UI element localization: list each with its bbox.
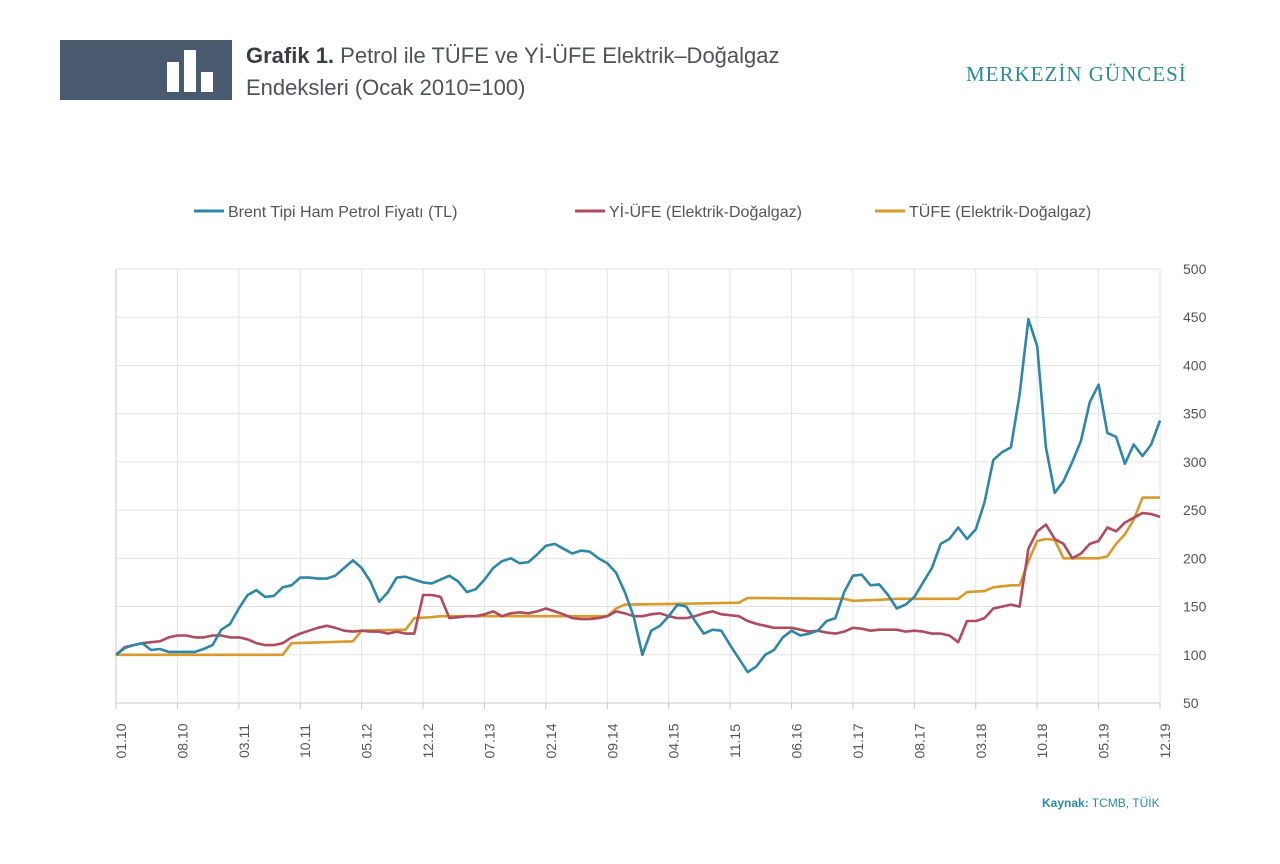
- source-label: Kaynak:: [1042, 796, 1089, 810]
- y-tick-label: 450: [1183, 309, 1207, 325]
- chart-title: Grafik 1. Petrol ile TÜFE ve Yİ-ÜFE Elek…: [246, 40, 906, 104]
- x-tick-label: 11.15: [727, 724, 743, 758]
- x-tick-label: 01.17: [850, 723, 866, 758]
- x-tick-label: 03.11: [236, 724, 252, 758]
- x-tick-label: 01.10: [113, 723, 129, 758]
- x-tick-label: 12.12: [420, 723, 436, 758]
- bar-chart-icon: [167, 50, 213, 92]
- y-tick-label: 100: [1183, 647, 1207, 663]
- series-line-0: [115, 317, 1162, 674]
- source-text: TCMB, TÜİK: [1088, 796, 1160, 810]
- y-tick-label: 350: [1183, 406, 1207, 422]
- title-line2: Endeksleri (Ocak 2010=100): [246, 75, 526, 100]
- legend-label-1: Yİ-ÜFE (Elektrik-Doğalgaz): [609, 202, 802, 221]
- x-tick-label: 06.16: [789, 723, 805, 758]
- y-tick-label: 400: [1183, 357, 1207, 373]
- y-tick-label: 500: [1183, 261, 1207, 277]
- x-tick-label: 12.19: [1157, 723, 1173, 758]
- title-lead: Grafik 1.: [246, 43, 335, 68]
- series-line-2: [116, 496, 1160, 657]
- source-note: Kaynak: TCMB, TÜİK: [1042, 796, 1160, 810]
- y-tick-label: 200: [1183, 550, 1207, 566]
- x-tick-label: 05.19: [1096, 723, 1112, 758]
- brand-logo-text: MERKEZİN GÜNCESİ: [966, 62, 1187, 86]
- x-tick-label: 03.18: [973, 723, 989, 758]
- y-tick-label: 250: [1183, 502, 1207, 518]
- x-tick-label: 08.10: [174, 723, 190, 758]
- x-tick-label: 09.14: [604, 723, 620, 758]
- x-tick-label: 04.15: [666, 723, 682, 758]
- y-tick-label: 150: [1183, 599, 1207, 615]
- legend-label-0: Brent Tipi Ham Petrol Fiyatı (TL): [228, 204, 457, 221]
- header-banner: [60, 40, 232, 100]
- x-tick-label: 02.14: [543, 723, 559, 758]
- x-tick-label: 05.12: [359, 723, 375, 758]
- x-tick-label: 08.17: [911, 723, 927, 758]
- x-tick-label: 10.18: [1034, 723, 1050, 758]
- y-tick-label: 50: [1183, 695, 1199, 711]
- x-tick-label: 07.13: [481, 723, 497, 758]
- title-rest: Petrol ile TÜFE ve Yİ-ÜFE Elektrik–Doğal…: [334, 43, 780, 68]
- y-tick-label: 300: [1183, 454, 1207, 470]
- legend-label-2: TÜFE (Elektrik-Doğalgaz): [909, 203, 1091, 221]
- series-line-1: [115, 511, 1161, 656]
- x-tick-label: 10.11: [297, 724, 313, 758]
